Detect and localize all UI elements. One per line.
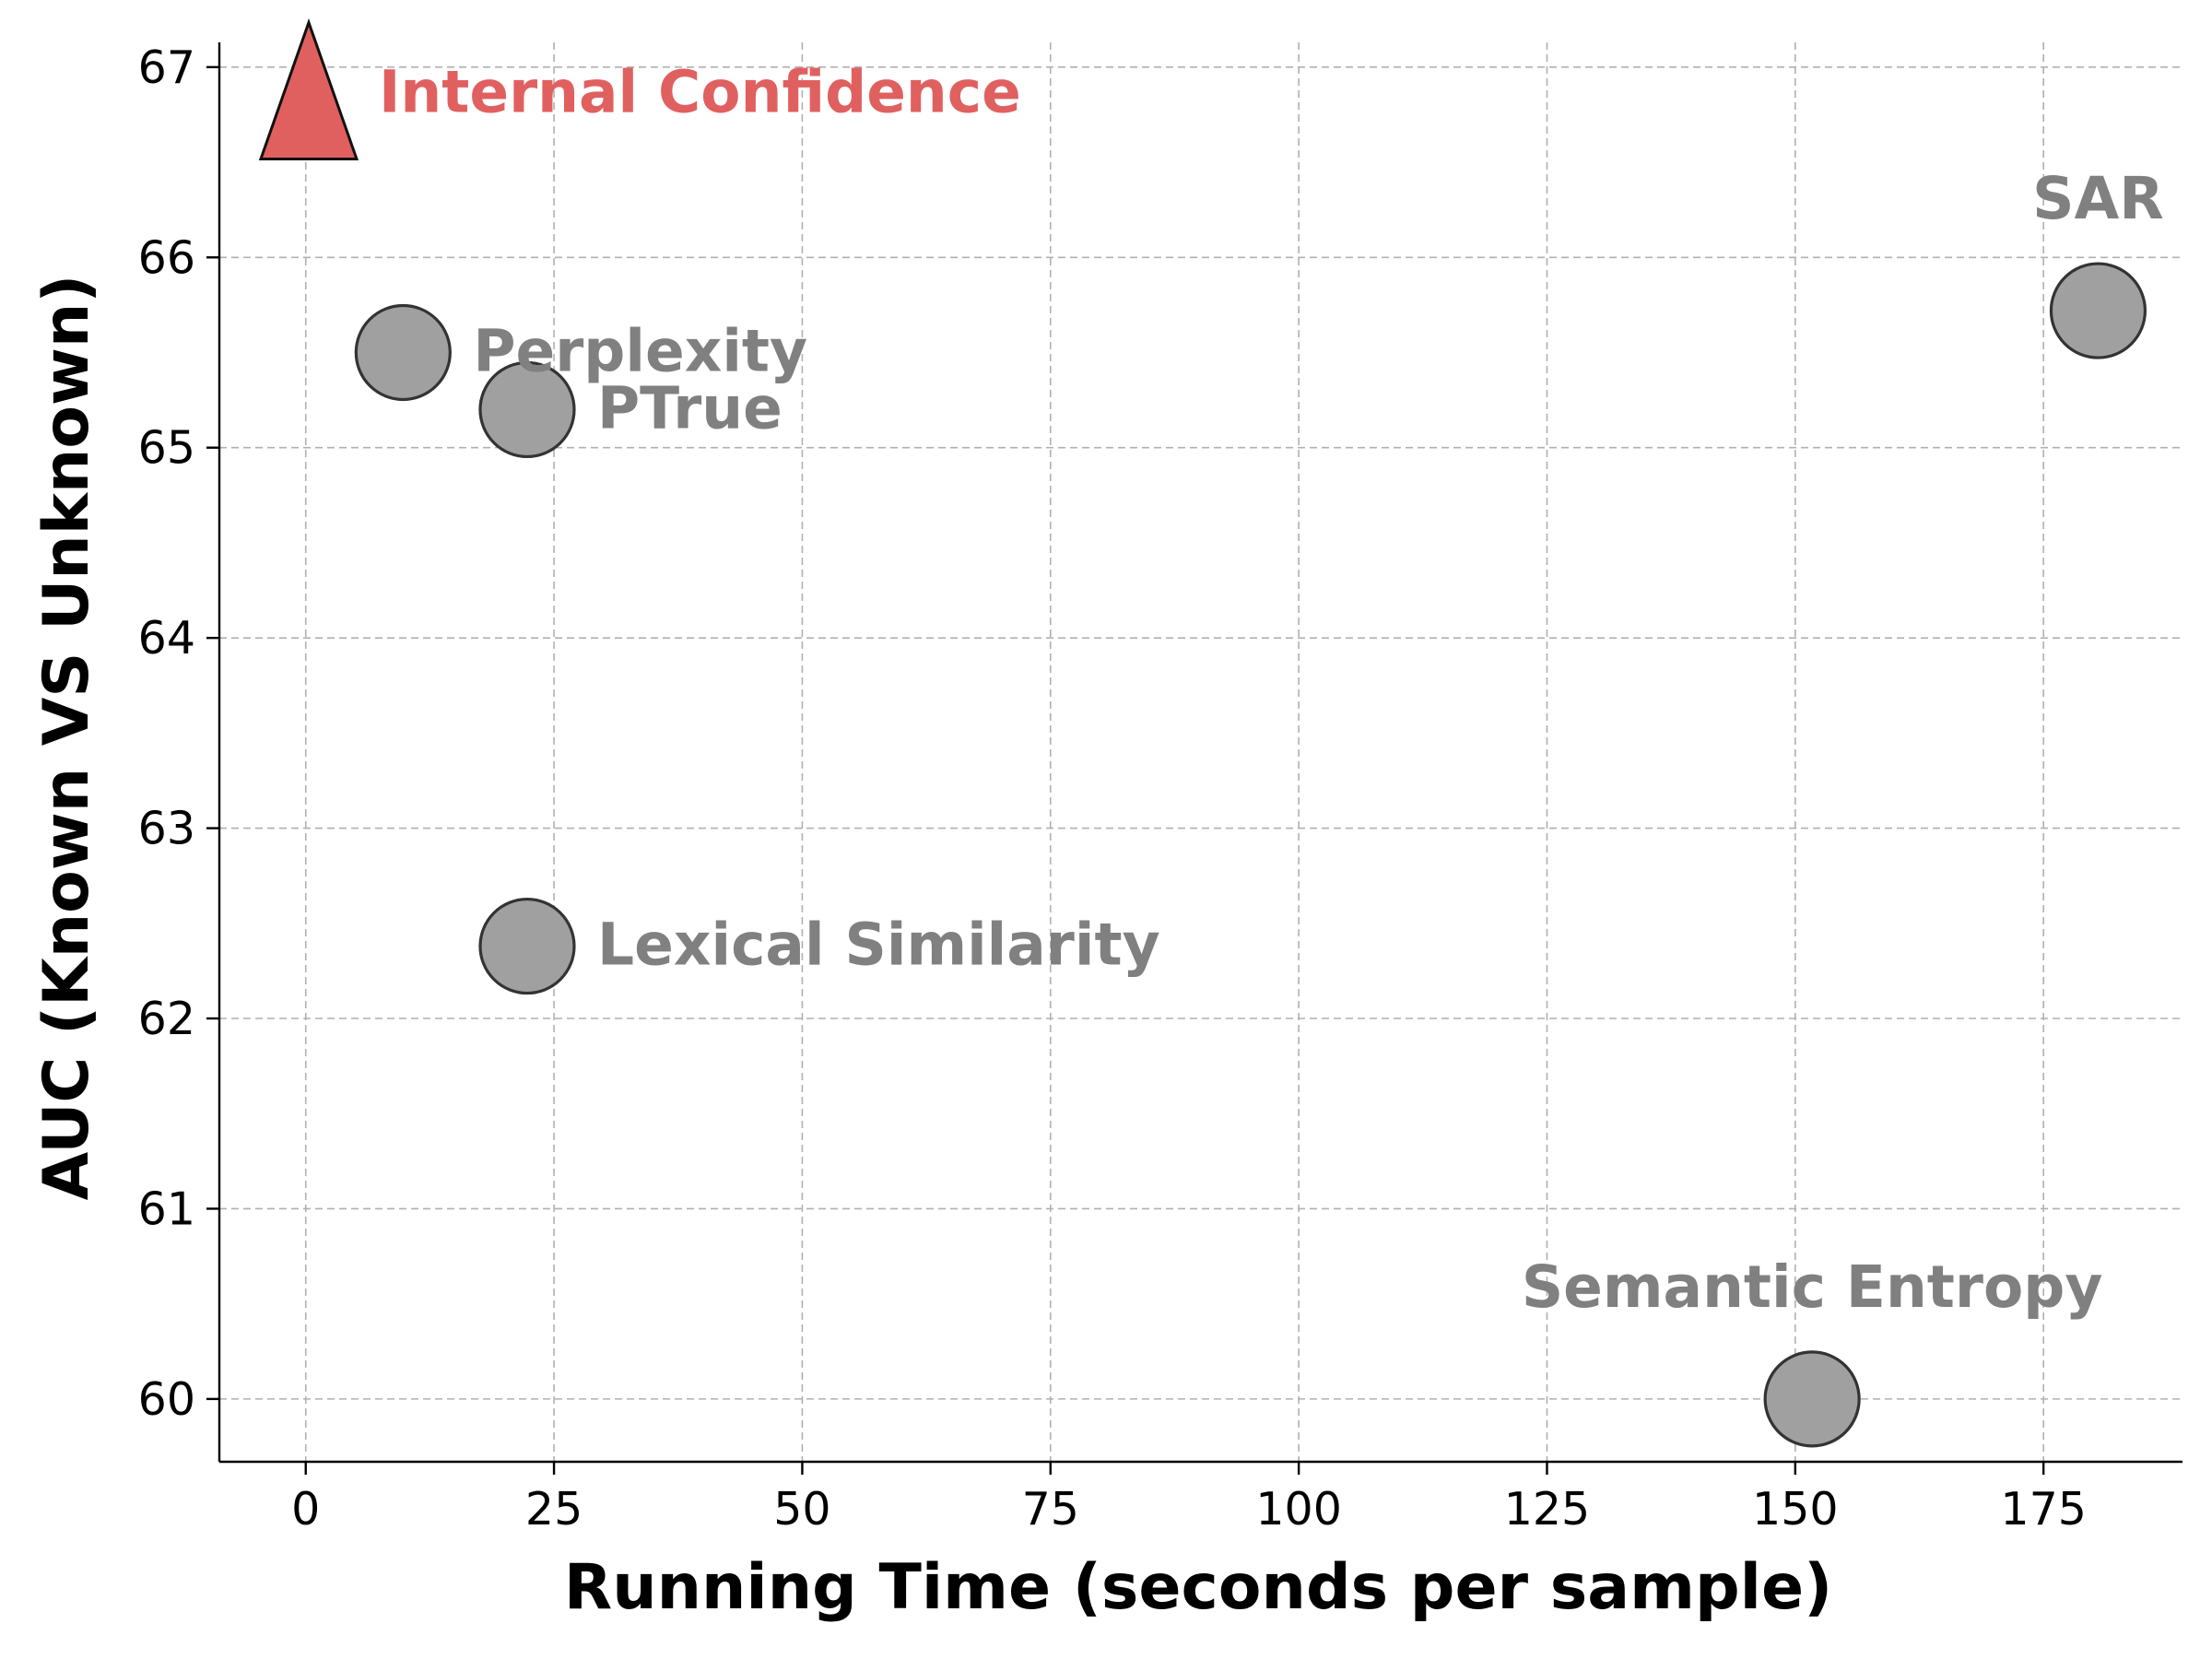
x-tick-label: 75 (1022, 1483, 1079, 1535)
y-axis-title: AUC (Known VS Unknown) (30, 275, 103, 1201)
y-tick-label: 61 (138, 1182, 195, 1235)
x-tick-label: 150 (1752, 1483, 1839, 1535)
y-tick-label: 67 (138, 41, 195, 94)
point-label: SAR (2032, 165, 2164, 232)
point-label: Lexical Similarity (597, 912, 1160, 979)
point-circle (1763, 1350, 1861, 1448)
ticks: 0 25 50 75 100 125 150 175 60 61 62 63 64 65 66 67 (138, 41, 2087, 1535)
y-tick-label: 62 (138, 993, 195, 1045)
y-tick-label: 65 (138, 422, 195, 475)
x-tick-label: 100 (1255, 1483, 1342, 1535)
y-tick-label: 64 (138, 612, 195, 665)
y-tick-label: 66 (138, 231, 195, 284)
point-circle (354, 303, 452, 402)
y-tick-label: 60 (138, 1373, 195, 1426)
point-label: Internal Confidence (379, 58, 1021, 125)
data-points (258, 18, 2147, 1448)
point-triangle (258, 18, 359, 160)
x-tick-label: 25 (525, 1483, 582, 1535)
x-tick-label: 125 (1504, 1483, 1591, 1535)
x-tick-label: 175 (2000, 1483, 2087, 1535)
point-label: Semantic Entropy (1522, 1253, 2103, 1321)
x-axis-title: Running Time (seconds per sample) (564, 1551, 1832, 1624)
point-label: Perplexity (473, 317, 807, 384)
point-label: PTrue (597, 374, 782, 441)
x-tick-label: 0 (291, 1483, 320, 1535)
axes (218, 42, 2183, 1464)
point-circle (478, 360, 576, 459)
point-circle (2049, 262, 2147, 359)
y-tick-label: 63 (138, 803, 195, 855)
point-circle (478, 897, 576, 995)
grid-lines (219, 42, 2183, 1462)
x-tick-label: 50 (773, 1483, 830, 1535)
